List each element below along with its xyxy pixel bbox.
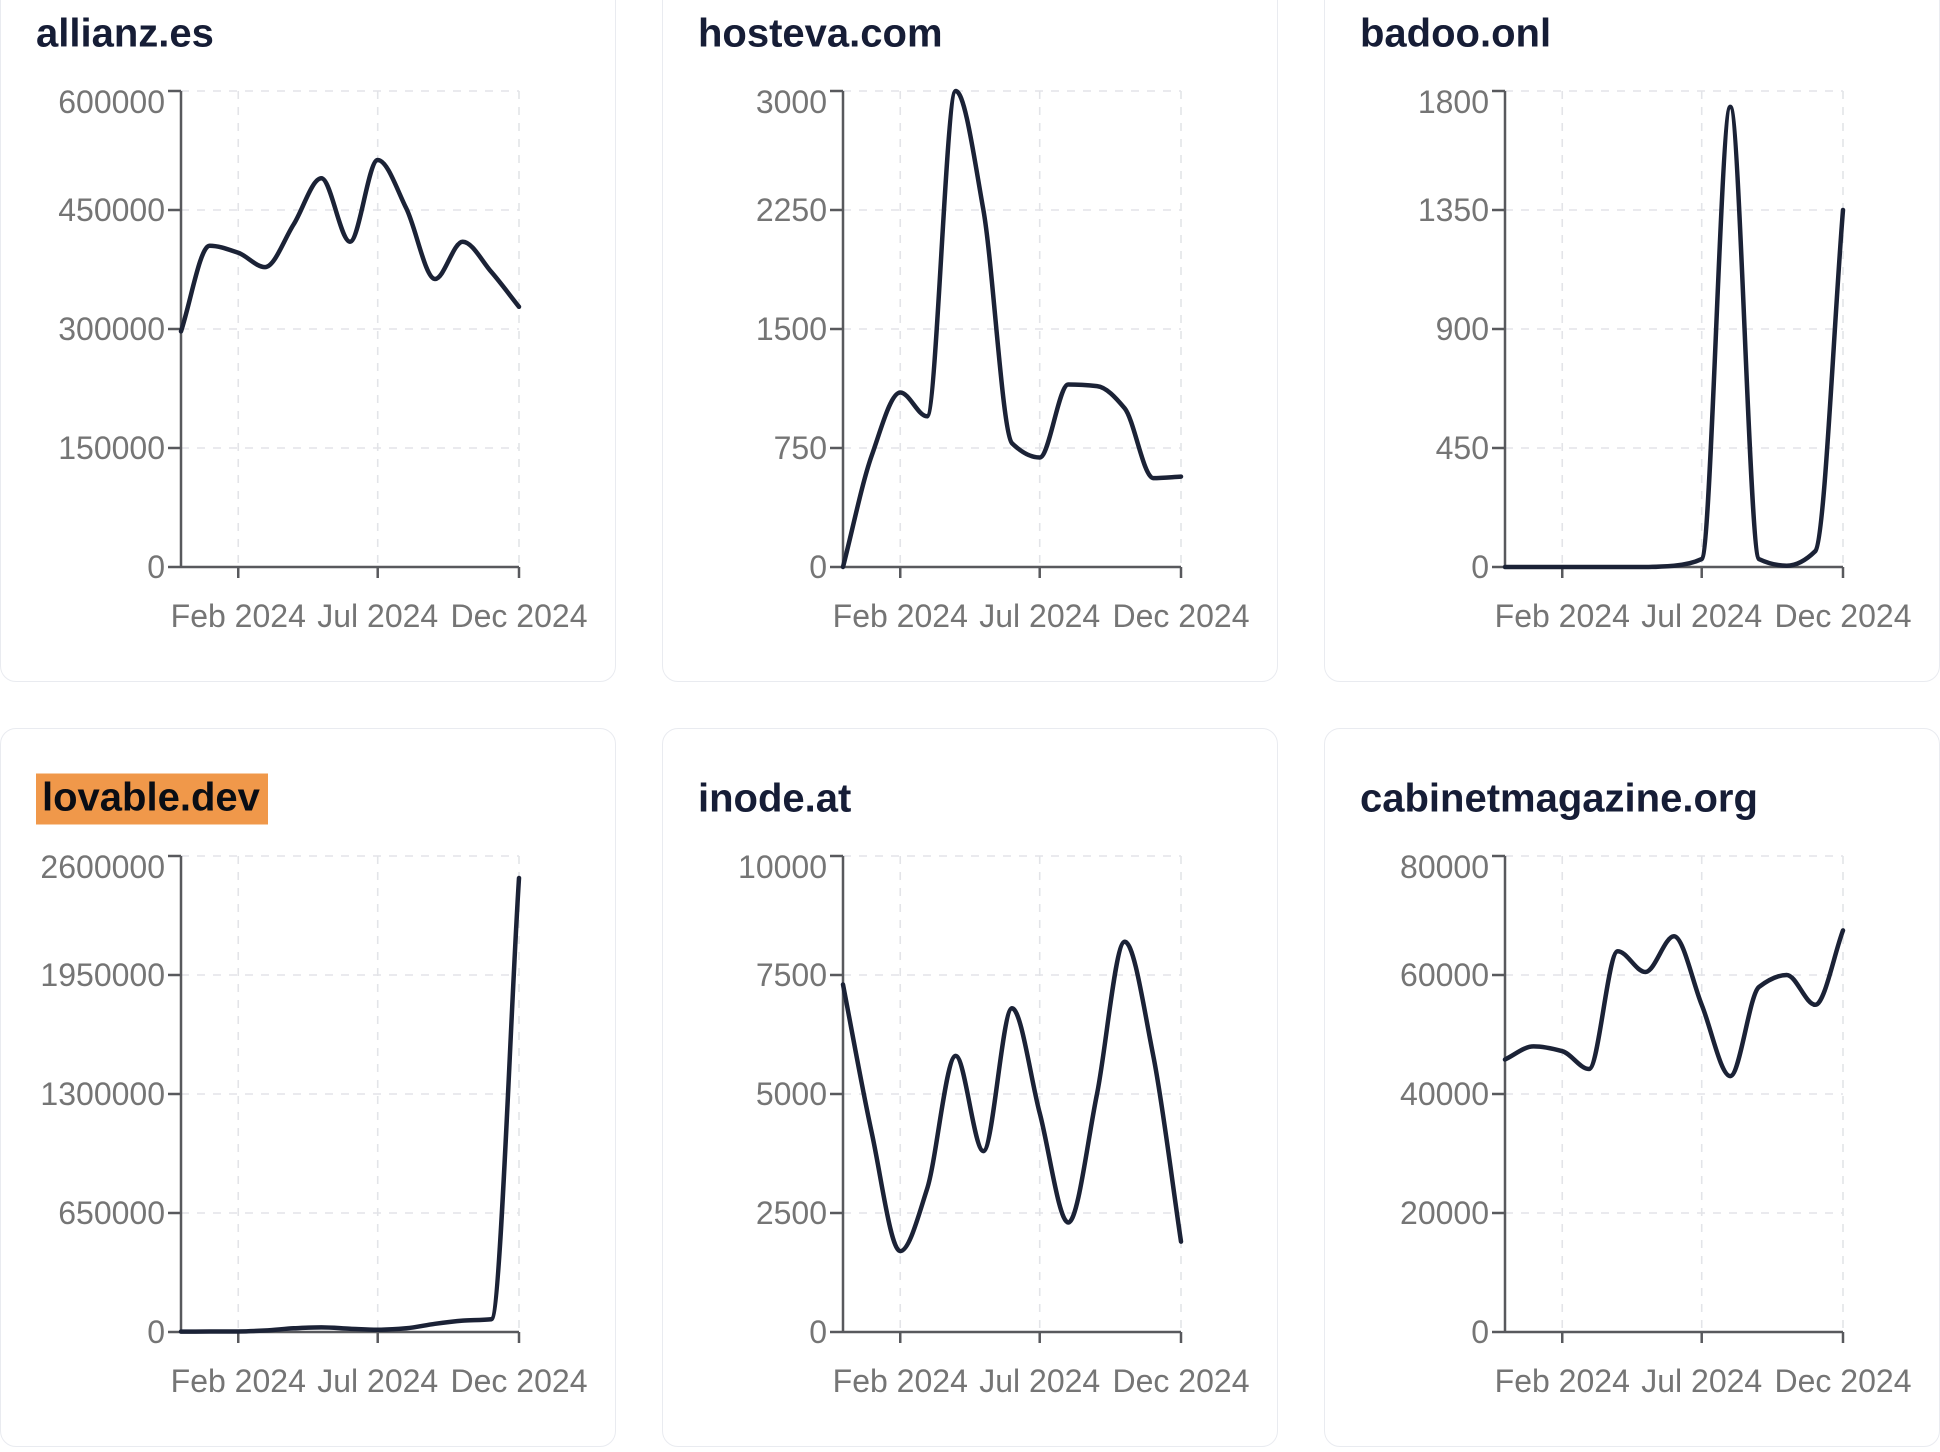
x-tick-label: Jul 2024 <box>1641 1363 1762 1399</box>
line-chart-inode-at: 0 2500 5000 7500 10000 Feb 2024 Jul 2024 Dec 20… <box>738 849 1250 1399</box>
chart-title: badoo.onl <box>1360 12 1551 57</box>
domain-name-label: allianz.es <box>36 11 214 56</box>
x-tick-label: Jul 2024 <box>1641 598 1762 634</box>
x-tick-label: Feb 2024 <box>171 598 306 634</box>
chart-card-hosteva-com: hosteva.com 0 750 1500 2250 3000 Feb 2024 Jul … <box>662 0 1278 682</box>
series-line <box>1502 104 1846 570</box>
x-tick-label: Feb 2024 <box>1495 598 1630 634</box>
y-tick-label: 650000 <box>58 1195 165 1231</box>
y-tick-label: 1300000 <box>40 1076 165 1112</box>
line-chart-cabinetmagazine-org: 0 20000 40000 60000 80000 Feb 2024 Jul 2024 Dec… <box>1400 849 1912 1399</box>
chart-title: allianz.es <box>36 12 214 57</box>
y-tick-label: 5000 <box>756 1076 827 1112</box>
chart-title: hosteva.com <box>698 12 943 57</box>
y-tick-label: 1500 <box>756 311 827 347</box>
domain-name-label-highlighted: lovable.dev <box>36 773 268 825</box>
domain-name-label: cabinetmagazine.org <box>1360 776 1758 821</box>
y-tick-label: 750 <box>774 430 827 466</box>
chart-title: inode.at <box>698 777 851 822</box>
line-chart-lovable-dev: 0 650000 1300000 1950000 2600000 Feb 2024 Jul … <box>40 849 588 1399</box>
chart-card-lovable-dev: lovable.dev 0 650000 1300000 1950000 2600000… <box>0 728 616 1447</box>
chart-card-allianz-es: allianz.es 0 150000 300000 450000 600000 Feb … <box>0 0 616 682</box>
x-tick-label: Dec 2024 <box>1113 1363 1250 1399</box>
y-tick-label: 1950000 <box>40 957 165 993</box>
y-tick-label: 7500 <box>756 957 827 993</box>
chart-card-inode-at: inode.at 0 2500 5000 7500 10000 Feb 2024 Jul 2… <box>662 728 1278 1447</box>
x-tick-label: Feb 2024 <box>833 1363 968 1399</box>
y-tick-label: 1800 <box>1418 84 1489 120</box>
line-chart-allianz-es: 0 150000 300000 450000 600000 Feb 2024 Jul 202… <box>58 84 588 634</box>
x-tick-label: Dec 2024 <box>1775 598 1912 634</box>
y-tick-label: 0 <box>1471 549 1489 585</box>
x-tick-label: Jul 2024 <box>317 1363 438 1399</box>
line-chart-hosteva-com: 0 750 1500 2250 3000 Feb 2024 Jul 2024 Dec 2024 <box>756 84 1250 634</box>
y-tick-label: 0 <box>809 549 827 585</box>
x-tick-label: Feb 2024 <box>1495 1363 1630 1399</box>
y-tick-label: 0 <box>147 549 165 585</box>
x-tick-label: Jul 2024 <box>979 1363 1100 1399</box>
y-tick-label: 80000 <box>1400 849 1489 885</box>
y-tick-label: 3000 <box>756 84 827 120</box>
chart-title: lovable.dev <box>36 773 268 825</box>
y-tick-label: 40000 <box>1400 1076 1489 1112</box>
chart-card-badoo-onl: badoo.onl 0 450 900 1350 1800 Feb 2024 Jul 202… <box>1324 0 1940 682</box>
x-tick-label: Dec 2024 <box>451 598 588 634</box>
y-tick-label: 0 <box>1471 1314 1489 1350</box>
y-tick-label: 150000 <box>58 430 165 466</box>
y-tick-label: 450 <box>1436 430 1489 466</box>
y-tick-label: 60000 <box>1400 957 1489 993</box>
series-line <box>178 157 522 334</box>
y-tick-label: 450000 <box>58 192 165 228</box>
x-tick-label: Dec 2024 <box>1775 1363 1912 1399</box>
y-tick-label: 10000 <box>738 849 827 885</box>
y-tick-label: 300000 <box>58 311 165 347</box>
x-tick-label: Jul 2024 <box>979 598 1100 634</box>
series-line <box>840 939 1184 1254</box>
y-tick-label: 2500 <box>756 1195 827 1231</box>
chart-title: cabinetmagazine.org <box>1360 777 1758 822</box>
y-tick-label: 0 <box>147 1314 165 1350</box>
series-line <box>840 88 1184 570</box>
domain-name-label: badoo.onl <box>1360 11 1552 56</box>
domain-name-label: inode.at <box>698 776 852 821</box>
series-line <box>1502 928 1846 1079</box>
y-tick-label: 0 <box>809 1314 827 1350</box>
x-tick-label: Feb 2024 <box>833 598 968 634</box>
x-tick-label: Dec 2024 <box>1113 598 1250 634</box>
x-tick-label: Dec 2024 <box>451 1363 588 1399</box>
y-tick-label: 2600000 <box>40 849 165 885</box>
domain-name-label: hosteva.com <box>698 11 943 56</box>
y-tick-label: 1350 <box>1418 192 1489 228</box>
chart-card-cabinetmagazine-org: cabinetmagazine.org 0 20000 40000 60000 8000… <box>1324 728 1940 1447</box>
series-line <box>178 875 522 1334</box>
x-tick-label: Feb 2024 <box>171 1363 306 1399</box>
y-tick-label: 2250 <box>756 192 827 228</box>
line-chart-badoo-onl: 0 450 900 1350 1800 Feb 2024 Jul 2024 Dec 2024 <box>1418 84 1912 634</box>
y-tick-label: 600000 <box>58 84 165 120</box>
x-tick-label: Jul 2024 <box>317 598 438 634</box>
y-tick-label: 20000 <box>1400 1195 1489 1231</box>
y-tick-label: 900 <box>1436 311 1489 347</box>
